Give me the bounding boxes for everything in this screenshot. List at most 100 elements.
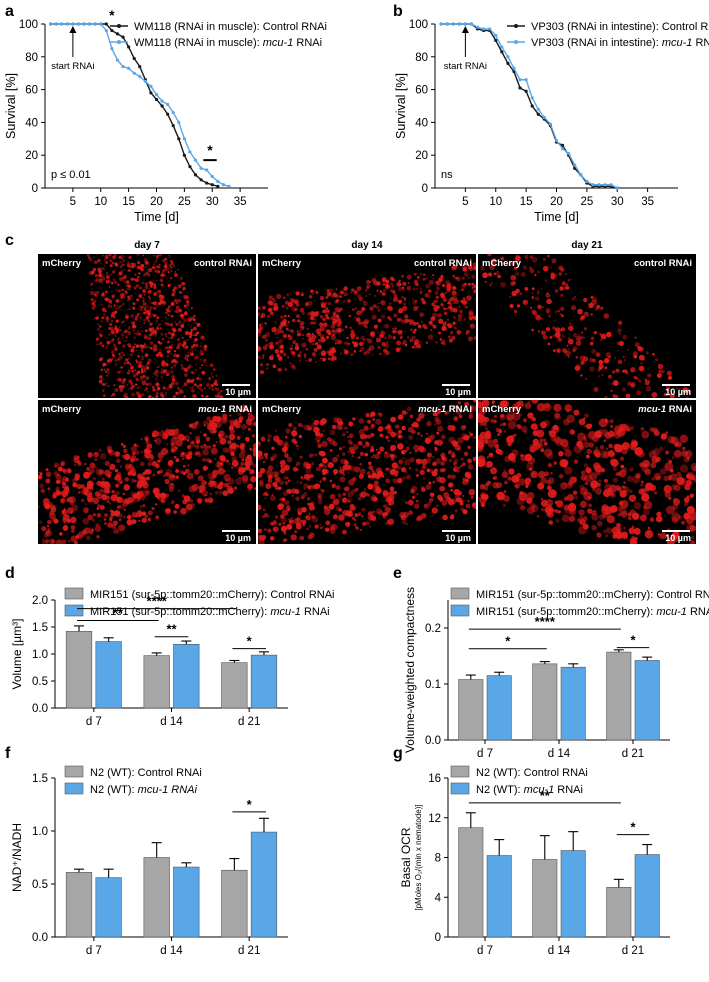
y-tick-label: 4 — [435, 892, 442, 904]
y-tick-label: 20 — [415, 150, 428, 162]
data-point — [160, 104, 164, 108]
channel-label: mCherry — [262, 404, 302, 415]
scale-bar-label: 10 µm — [665, 387, 691, 397]
data-point — [132, 71, 136, 75]
scale-bar-label: 10 µm — [445, 387, 471, 397]
sig-stars: * — [247, 797, 253, 812]
data-point — [149, 84, 153, 88]
data-point — [166, 112, 170, 116]
legend-entry: MIR151 (sur-5p::tomm20::mCherry): Contro… — [90, 589, 335, 601]
data-point — [205, 168, 209, 172]
data-point — [93, 22, 97, 26]
bar — [143, 857, 170, 938]
data-point — [542, 115, 546, 120]
legend-marker — [514, 24, 518, 28]
column-label-3: day 21 — [571, 240, 603, 251]
data-point — [210, 183, 214, 187]
data-point — [110, 28, 114, 33]
data-point — [127, 66, 131, 70]
panel-letter-e: e — [393, 565, 402, 582]
bar — [65, 872, 93, 938]
data-point — [585, 179, 589, 184]
x-tick-label: 20 — [150, 196, 163, 208]
data-point — [216, 184, 220, 188]
data-point — [193, 173, 198, 177]
x-tick-label: 5 — [462, 196, 468, 208]
sig-stars: ** — [540, 788, 551, 803]
legend-marker — [117, 40, 121, 44]
data-point — [567, 151, 571, 156]
sig-stars: * — [247, 634, 253, 649]
y-tick-label: 100 — [409, 19, 428, 31]
x-tick-label: 15 — [520, 196, 533, 208]
sig-stars: * — [630, 633, 636, 648]
bar-chart-f: 0.0 0.5 1.0 1.5 NAD⁺/NADH d 7 d 14 d 21 N2 (WT):… — [10, 765, 288, 957]
data-point — [512, 66, 516, 70]
channel-label: mCherry — [42, 258, 82, 269]
legend-swatch — [450, 765, 470, 778]
channel-label: mCherry — [482, 258, 522, 269]
micrograph-tile: mCherry control RNAi 10 µm — [258, 254, 476, 398]
bar — [65, 631, 93, 709]
data-point — [115, 58, 120, 62]
data-point — [138, 65, 142, 69]
data-point — [182, 153, 186, 157]
y-tick-label: 1.5 — [32, 773, 48, 785]
x-tick-label: d 14 — [548, 945, 571, 957]
y-tick-label: 0 — [422, 183, 428, 195]
data-point — [536, 107, 540, 111]
bar — [486, 675, 512, 741]
data-point — [524, 78, 528, 82]
x-tick-label: 25 — [580, 196, 593, 208]
p-value-label: ns — [441, 169, 453, 181]
scale-bar-label: 10 µm — [225, 387, 251, 397]
sig-stars: **** — [535, 614, 556, 629]
y-tick-label: 0.0 — [32, 932, 48, 944]
data-point — [221, 183, 225, 187]
sig-stars: **** — [147, 594, 168, 609]
legend-swatch — [64, 782, 84, 795]
data-point — [149, 91, 153, 95]
data-point — [482, 27, 486, 31]
y-tick-label: 60 — [25, 85, 38, 97]
legend-marker — [117, 24, 121, 28]
legend-entry: WM118 (RNAi in muscle): Control RNAi — [134, 21, 327, 33]
mitochondria-signal — [480, 254, 691, 398]
data-point — [451, 22, 455, 26]
panel-letter-c: c — [5, 232, 14, 249]
rnai-label: control RNAi — [634, 258, 692, 269]
bar-chart-g: 0 4 8 12 16 Basal OCR [pMoles O₂/(min x nemato… — [399, 765, 670, 957]
x-tick-label: d 7 — [86, 945, 102, 957]
micrograph-tile: mCherry control RNAi 10 µm — [478, 254, 696, 398]
bar — [532, 663, 558, 741]
y-tick-label: 40 — [415, 117, 428, 129]
data-point — [536, 112, 540, 116]
data-point — [506, 55, 510, 59]
mitochondria-signal — [258, 400, 476, 544]
data-point — [216, 179, 220, 184]
x-tick-label: 35 — [641, 196, 654, 208]
data-point — [188, 150, 192, 154]
rnai-label: mcu-1 RNAi — [198, 404, 252, 415]
data-point — [475, 25, 480, 29]
sig-star: * — [207, 142, 213, 158]
data-point — [518, 78, 522, 82]
bar — [173, 643, 200, 709]
y-tick-label: 16 — [428, 773, 441, 785]
data-point — [524, 89, 528, 93]
panel-letter-a: a — [5, 3, 14, 20]
bar — [458, 827, 484, 938]
rnai-label: mcu-1 RNAi — [418, 404, 472, 415]
x-tick-label: 30 — [206, 196, 219, 208]
legend-entry: WM118 (RNAi in muscle): mcu-1 RNAi — [134, 37, 322, 49]
data-point — [227, 184, 231, 188]
channel-label: mCherry — [262, 258, 302, 269]
y-axis-title: Basal OCR — [399, 827, 413, 887]
scale-bar-label: 10 µm — [665, 533, 691, 543]
x-tick-label: 20 — [550, 196, 563, 208]
scale-bar-label: 10 µm — [445, 533, 471, 543]
bar — [606, 887, 632, 938]
legend-entry: MIR151 (sur-5p::tomm20::mCherry): mcu-1 … — [90, 606, 330, 618]
micrograph-tile: mCherry mcu-1 RNAi 10 µm — [258, 400, 476, 544]
